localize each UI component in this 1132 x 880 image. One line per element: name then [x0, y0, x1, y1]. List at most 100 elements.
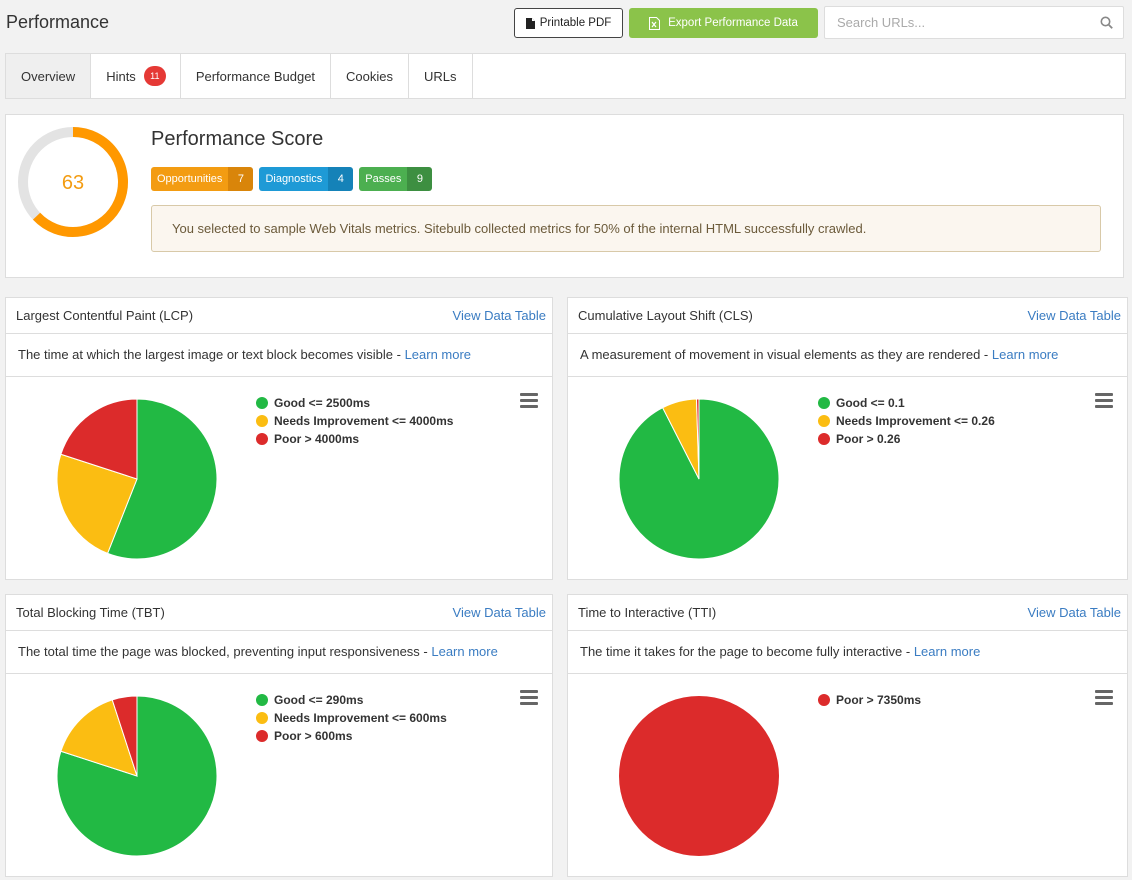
chart-menu-icon[interactable] — [1095, 690, 1113, 706]
pie-chart — [56, 398, 218, 560]
tab-label: Performance Budget — [195, 68, 316, 84]
legend-item[interactable]: Needs Improvement <= 0.26 — [818, 412, 995, 430]
export-performance-data-button[interactable]: Export Performance Data — [629, 8, 818, 38]
legend-dot-icon — [256, 694, 268, 706]
tti-card: Time to Interactive (TTI) View Data Table… — [567, 594, 1128, 877]
tab-performance-budget[interactable]: Performance Budget — [181, 54, 332, 98]
passes-pill[interactable]: Passes 9 — [359, 167, 433, 191]
card-title: Cumulative Layout Shift (CLS) — [578, 308, 753, 323]
legend-item[interactable]: Poor > 4000ms — [256, 430, 453, 448]
tab-overview[interactable]: Overview — [6, 54, 92, 98]
opportunities-pill[interactable]: Opportunities 7 — [151, 167, 254, 191]
pie-chart — [618, 398, 780, 560]
card-title: Total Blocking Time (TBT) — [16, 605, 165, 620]
tab-cookies[interactable]: Cookies — [331, 54, 410, 98]
score-pills: Opportunities 7 Diagnostics 4 Passes 9 — [151, 167, 433, 191]
card-title: Largest Contentful Paint (LCP) — [16, 308, 194, 323]
search-input[interactable] — [825, 7, 1095, 38]
legend-label: Poor > 7350ms — [836, 693, 922, 707]
menu-bar — [520, 405, 538, 408]
score-gauge: 63 — [18, 127, 128, 237]
pill-count: 7 — [228, 167, 254, 191]
tbt-card: Total Blocking Time (TBT) View Data Table… — [5, 594, 553, 877]
tab-label: Cookies — [346, 68, 394, 84]
description-text: A measurement of movement in visual elem… — [580, 347, 992, 362]
legend-label: Poor > 600ms — [274, 729, 353, 743]
view-data-table-link[interactable]: View Data Table — [452, 605, 546, 620]
tab-urls[interactable]: URLs — [409, 54, 473, 98]
menu-bar — [1095, 393, 1113, 396]
card-description: The total time the page was blocked, pre… — [6, 631, 552, 674]
pill-count: 9 — [407, 167, 433, 191]
tab-hints[interactable]: Hints 11 — [91, 54, 181, 98]
learn-more-link[interactable]: Learn more — [991, 347, 1059, 362]
legend-item[interactable]: Good <= 0.1 — [818, 394, 995, 412]
pill-label: Diagnostics — [259, 167, 329, 191]
pill-label: Passes — [359, 167, 408, 191]
tab-label: Overview — [21, 68, 76, 84]
chart-menu-icon[interactable] — [520, 393, 538, 409]
pill-label: Opportunities — [151, 167, 229, 191]
chart-menu-icon[interactable] — [1095, 393, 1113, 409]
learn-more-link[interactable]: Learn more — [913, 644, 981, 659]
legend-dot-icon — [256, 415, 268, 427]
menu-bar — [1095, 399, 1113, 402]
legend-dot-icon — [818, 694, 830, 706]
legend-label: Good <= 0.1 — [836, 396, 905, 410]
learn-more-link[interactable]: Learn more — [431, 644, 498, 659]
pie-slice-poor[interactable] — [619, 696, 779, 856]
menu-bar — [520, 696, 538, 699]
cls-card: Cumulative Layout Shift (CLS) View Data T… — [567, 297, 1128, 580]
card-header: Cumulative Layout Shift (CLS) View Data T… — [568, 298, 1127, 334]
legend-dot-icon — [818, 397, 830, 409]
performance-score-panel: 63 Performance Score Opportunities 7 Diag… — [5, 114, 1124, 278]
pie-slice-good[interactable] — [106, 398, 218, 560]
search-icon[interactable] — [1100, 16, 1113, 29]
card-header: Largest Contentful Paint (LCP) View Data … — [6, 298, 552, 334]
legend-label: Good <= 290ms — [274, 693, 364, 707]
legend-dot-icon — [818, 415, 830, 427]
menu-bar — [520, 702, 538, 705]
diagnostics-pill[interactable]: Diagnostics 4 — [259, 167, 354, 191]
chart-menu-icon[interactable] — [520, 690, 538, 706]
description-text: The time at which the largest image or t… — [18, 347, 405, 362]
legend-item[interactable]: Poor > 0.26 — [818, 430, 995, 448]
pie-slice-poor[interactable] — [111, 695, 138, 777]
chart-legend: Good <= 2500ms Needs Improvement <= 4000m… — [256, 394, 453, 448]
legend-item[interactable]: Good <= 290ms — [256, 691, 447, 709]
printable-pdf-button[interactable]: Printable PDF — [514, 8, 623, 38]
legend-label: Needs Improvement <= 4000ms — [274, 414, 454, 428]
legend-item[interactable]: Needs Improvement <= 600ms — [256, 709, 447, 727]
legend-label: Needs Improvement <= 0.26 — [836, 414, 995, 428]
sampling-notice: You selected to sample Web Vitals metric… — [151, 205, 1101, 252]
score-title: Performance Score — [151, 128, 324, 150]
card-description: The time it takes for the page to become… — [568, 631, 1127, 674]
legend-label: Poor > 4000ms — [274, 432, 360, 446]
pie-chart — [619, 696, 779, 856]
pie-slice-needs[interactable] — [56, 453, 138, 555]
legend-item[interactable]: Poor > 7350ms — [818, 691, 921, 709]
description-text: The time it takes for the page to become… — [580, 644, 914, 659]
card-header: Total Blocking Time (TBT) View Data Table — [6, 595, 552, 631]
legend-label: Good <= 2500ms — [274, 396, 371, 410]
pie-slice-poor[interactable] — [695, 398, 700, 480]
legend-item[interactable]: Good <= 2500ms — [256, 394, 453, 412]
legend-item[interactable]: Needs Improvement <= 4000ms — [256, 412, 453, 430]
score-value: 63 — [62, 172, 84, 194]
card-description: The time at which the largest image or t… — [6, 334, 552, 377]
excel-file-icon — [649, 16, 661, 30]
view-data-table-link[interactable]: View Data Table — [1027, 605, 1121, 620]
pill-count: 4 — [328, 167, 354, 191]
legend-dot-icon — [256, 712, 268, 724]
pie-slice-poor[interactable] — [60, 398, 138, 480]
learn-more-link[interactable]: Learn more — [404, 347, 472, 362]
card-header: Time to Interactive (TTI) View Data Table — [568, 595, 1127, 631]
tab-label: Hints — [106, 68, 136, 84]
export-label: Export Performance Data — [668, 17, 798, 29]
legend-item[interactable]: Poor > 600ms — [256, 727, 447, 745]
menu-bar — [1095, 702, 1113, 705]
pie-chart — [56, 695, 218, 857]
view-data-table-link[interactable]: View Data Table — [452, 308, 546, 323]
view-data-table-link[interactable]: View Data Table — [1027, 308, 1121, 323]
menu-bar — [1095, 405, 1113, 408]
